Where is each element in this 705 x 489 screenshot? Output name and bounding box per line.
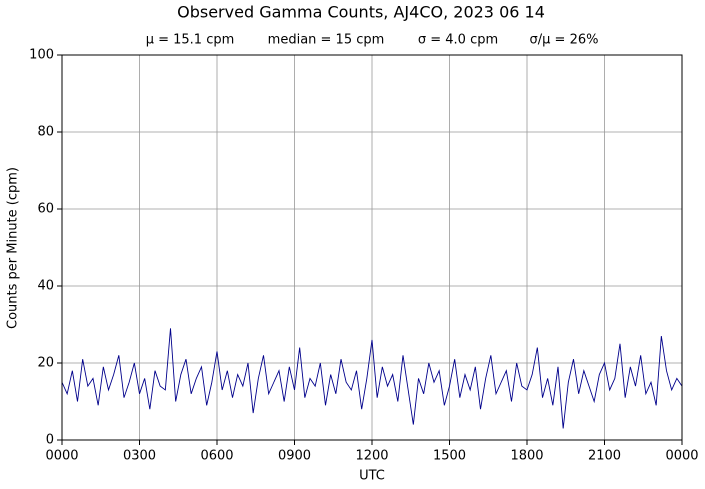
stat: μ = 15.1 cpm: [146, 33, 235, 48]
stat: σ = 4.0 cpm: [418, 33, 498, 48]
chart-title: Observed Gamma Counts, AJ4CO, 2023 06 14: [177, 3, 545, 22]
stat: σ/μ = 26%: [530, 33, 599, 48]
x-axis-label: UTC: [359, 469, 385, 484]
x-tick-label: 0900: [278, 449, 311, 464]
x-tick-label: 2100: [588, 449, 621, 464]
x-tick-label: 0000: [665, 449, 698, 464]
y-tick-label: 100: [29, 48, 54, 63]
plot-frame: [61, 54, 683, 441]
x-tick-label: 0600: [200, 449, 233, 464]
y-tick-label: 40: [37, 279, 54, 294]
x-tick-label: 1500: [433, 449, 466, 464]
y-axis-label: Counts per Minute (cpm): [6, 167, 21, 329]
x-tick-label: 1200: [355, 449, 388, 464]
y-tick-label: 0: [46, 433, 54, 448]
y-tick-label: 80: [37, 125, 54, 140]
stat: median = 15 cpm: [268, 33, 385, 48]
x-tick-label: 1800: [510, 449, 543, 464]
x-tick-label: 0000: [45, 449, 78, 464]
x-tick-label: 0300: [123, 449, 156, 464]
y-tick-label: 20: [37, 356, 54, 371]
y-tick-label: 60: [37, 202, 54, 217]
data-line: [61, 328, 683, 429]
